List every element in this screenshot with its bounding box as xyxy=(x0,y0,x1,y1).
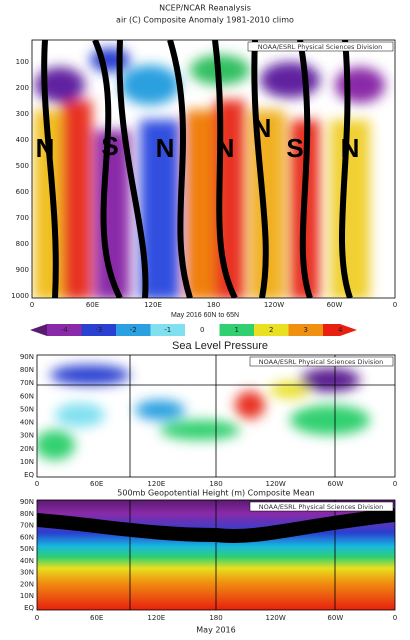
y-tick-label: 90N xyxy=(20,353,34,361)
caption: May 2016 60N to 65N xyxy=(171,312,239,319)
x-tick-label: 180 xyxy=(207,301,220,309)
y-tick-label: EQ xyxy=(24,471,34,479)
y-tick-label: 80N xyxy=(20,366,34,374)
y-tick-label: 10N xyxy=(20,458,34,466)
x-tick-label: 180 xyxy=(209,480,222,488)
colorbar-label: -3 xyxy=(95,326,102,334)
x-tick-label: 0 xyxy=(35,480,39,488)
cross-section-field xyxy=(32,40,395,298)
credit: NOAA/ESRL Physical Sciences Division xyxy=(258,43,382,51)
y-tick-label: 40N xyxy=(20,419,34,427)
y-tick-label: 30N xyxy=(20,432,34,440)
frame xyxy=(31,39,396,299)
credit-box xyxy=(249,501,394,512)
y-tick-label: 20N xyxy=(20,580,34,588)
region-letter: N xyxy=(36,133,55,163)
y-tick-label: EQ xyxy=(24,604,34,612)
frame xyxy=(36,499,396,611)
y-tick-label: 900 xyxy=(16,266,29,274)
colorbar-label: -2 xyxy=(130,326,137,334)
y-tick-label: 60N xyxy=(20,533,34,541)
panel-title: Sea Level Pressure xyxy=(172,340,268,352)
x-tick-label: 60W xyxy=(327,480,343,488)
credit: NOAA/ESRL Physical Sciences Division xyxy=(259,358,383,366)
x-tick-label: 120W xyxy=(266,480,286,488)
y-tick-label: 300 xyxy=(16,110,29,118)
colorbar-label: 4 xyxy=(338,326,343,334)
x-tick-label: 60W xyxy=(327,614,343,622)
title: air (C) Composite Anomaly 1981-2010 clim… xyxy=(116,16,294,25)
x-tick-label: 0 xyxy=(35,614,39,622)
y-tick-label: 800 xyxy=(16,240,29,248)
x-tick-label: 60E xyxy=(90,480,103,488)
x-tick-label: 120W xyxy=(266,614,286,622)
y-tick-label: 1000 xyxy=(11,292,29,300)
x-tick-label: 60E xyxy=(90,614,103,622)
credit-box xyxy=(247,41,394,52)
y-tick-label: 90N xyxy=(20,498,34,506)
region-letter: N xyxy=(216,133,235,163)
colorbar-label: 1 xyxy=(235,326,239,334)
y-tick-label: 70N xyxy=(20,522,34,530)
region-letter: S xyxy=(286,133,303,163)
y-tick-label: 100 xyxy=(16,58,29,66)
y-tick-label: 50N xyxy=(20,405,34,413)
colorbar-label: -1 xyxy=(164,326,171,334)
y-tick-label: 30N xyxy=(20,569,34,577)
credit: NOAA/ESRL Physical Sciences Division xyxy=(259,503,383,511)
colorbar-label: 2 xyxy=(269,326,273,334)
colorbar-label: 3 xyxy=(304,326,308,334)
x-tick-label: 0 xyxy=(30,301,34,309)
caption: May 2016 xyxy=(196,626,235,635)
y-tick-label: 70N xyxy=(20,379,34,387)
x-tick-label: 120E xyxy=(147,614,165,622)
colorbar-label: 0 xyxy=(200,326,204,334)
slp-field xyxy=(37,355,395,477)
source: NCEP/NCAR Reanalysis xyxy=(159,4,251,13)
x-tick-label: 0 xyxy=(393,480,397,488)
credit-box xyxy=(249,356,394,367)
colorbar xyxy=(30,324,357,336)
y-tick-label: 20N xyxy=(20,445,34,453)
frame xyxy=(36,354,396,478)
colorbar-label: -4 xyxy=(61,326,69,334)
y-tick-label: 400 xyxy=(16,136,29,144)
x-tick-label: 120E xyxy=(147,480,165,488)
x-tick-label: 120W xyxy=(264,301,284,309)
x-tick-label: 60W xyxy=(327,301,343,309)
x-tick-label: 0 xyxy=(393,614,397,622)
y-tick-label: 200 xyxy=(16,84,29,92)
y-tick-label: 60N xyxy=(20,392,34,400)
region-letter: N xyxy=(341,133,360,163)
x-tick-label: 120E xyxy=(144,301,162,309)
region-letter: S xyxy=(101,131,118,161)
y-tick-label: 600 xyxy=(16,188,29,196)
region-letter: N xyxy=(253,113,272,143)
y-tick-label: 50N xyxy=(20,545,34,553)
x-tick-label: 180 xyxy=(209,614,222,622)
z500-field xyxy=(37,500,395,610)
region-letter: N xyxy=(156,133,175,163)
y-tick-label: 40N xyxy=(20,557,34,565)
x-tick-label: 0 xyxy=(393,301,397,309)
x-tick-label: 60E xyxy=(86,301,99,309)
y-tick-label: 10N xyxy=(20,592,34,600)
y-tick-label: 80N xyxy=(20,510,34,518)
y-tick-label: 500 xyxy=(16,162,29,170)
panel-title: 500mb Geopotential Height (m) Composite … xyxy=(117,489,314,498)
y-tick-label: 700 xyxy=(16,214,29,222)
